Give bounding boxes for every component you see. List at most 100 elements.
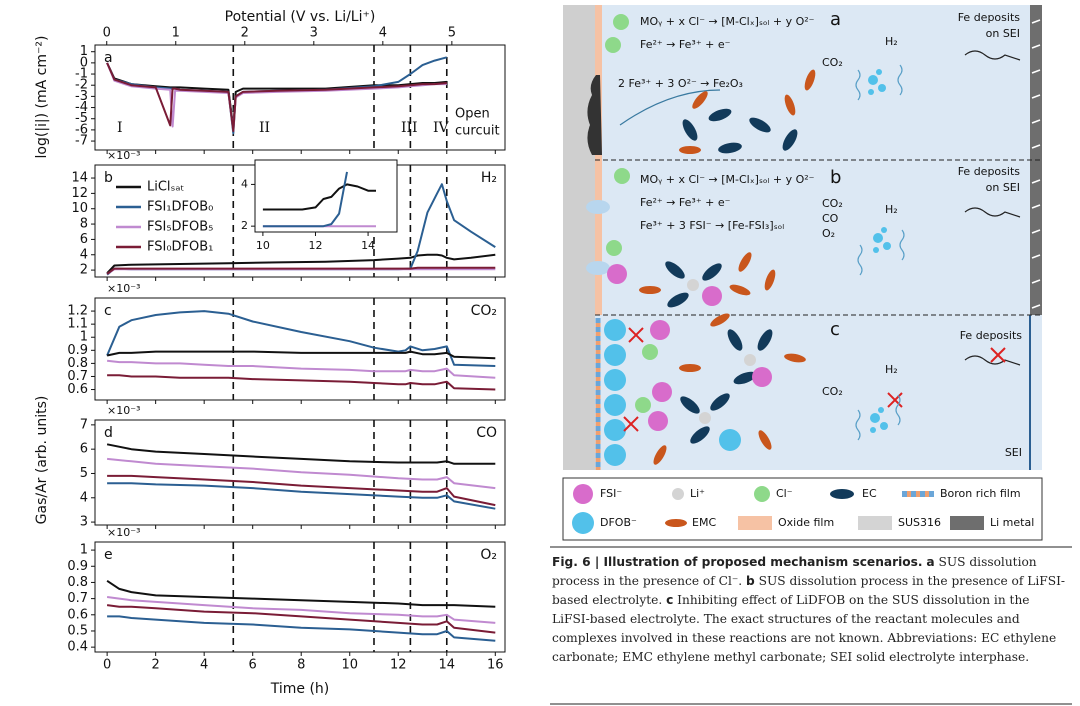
caption: Fig. 6 | Illustration of proposed mechan…: [552, 553, 1070, 667]
caption-text: SUS dissolution process in the presence …: [552, 574, 1066, 607]
caption-part-label: a: [926, 555, 935, 569]
panel-label: a: [104, 50, 113, 66]
y-tick-label: 2: [80, 263, 88, 278]
diagram-legend: FSI⁻ Li⁺ Cl⁻ EC Boron rich film DFOB⁻ EM…: [562, 477, 1043, 541]
caption-text: The exact structures of the reactant mol…: [552, 612, 1057, 664]
arrow: [964, 50, 1021, 61]
series-line: [106, 596, 496, 624]
legend-label: Oxide film: [778, 516, 834, 529]
caption-part-label: c: [666, 593, 674, 607]
frame: [254, 159, 398, 233]
equation: Fe²⁺ → Fe³⁺ + e⁻: [640, 196, 731, 209]
series-line: [107, 374, 496, 391]
mechanism-diagram: a MOᵧ + x Cl⁻ → [M-Clₓ]ₛₒₗ + y O²⁻ Fe²⁺ …: [563, 5, 1042, 470]
series-line: [262, 183, 376, 211]
x2-tick-label: 3: [310, 26, 318, 41]
y-tick-label: 1.1: [67, 317, 88, 332]
series-line: [106, 310, 496, 367]
panel-label: a: [830, 9, 841, 30]
y-tick-label: 0: [80, 55, 88, 70]
caption-text: SUS dissolution process in the presence …: [552, 555, 1037, 588]
sus316: [563, 5, 595, 470]
legend-label: EC: [862, 487, 877, 500]
y-tick-label: 3: [80, 515, 88, 530]
note: on SEI: [986, 27, 1020, 40]
equation: Fe³⁺ + 3 FSI⁻ → [Fe-FSI₃]ₛₒₗ: [640, 219, 784, 232]
x-tick-label: 10: [256, 239, 270, 252]
legend-label: EMC: [692, 516, 716, 529]
equation: MOᵧ + x Cl⁻ → [M-Clₓ]ₛₒₗ + y O²⁻: [640, 173, 815, 186]
y-axis-label: log(|i|) (mA cm⁻²): [34, 36, 50, 159]
gas-label: O₂: [480, 547, 497, 563]
equation: MOᵧ + x Cl⁻ → [M-Clₓ]ₛₒₗ + y O²⁻: [640, 15, 815, 28]
y-tick-label: 8: [80, 217, 88, 232]
series-line: [106, 62, 447, 132]
series-line: [106, 350, 496, 360]
x-tick-label: 0: [103, 658, 111, 673]
gas-label: H₂: [481, 170, 497, 186]
x-tick-label: 4: [200, 658, 208, 673]
series-line: [107, 482, 496, 510]
x2-tick-label: 2: [241, 26, 249, 41]
y-axis-label: Gas/Ar (arb. units): [34, 396, 50, 525]
region-label: II: [259, 120, 270, 136]
multiplier: ×10⁻³: [107, 149, 140, 162]
legend-label: FSI₀DFOB₁: [147, 240, 213, 255]
panel: 2 4 10 12 14: [241, 159, 398, 252]
panel: 0.60.70.80.911.11.2 c CO₂ ×10⁻³ Gas/Ar (arb.…: [34, 282, 506, 525]
x-tick-label: 6: [249, 658, 257, 673]
region-label: III: [401, 120, 418, 136]
y-tick-label: 2: [241, 219, 248, 232]
dissolution: [586, 200, 610, 214]
x2-axis-label: Potential (V vs. Li/Li⁺): [225, 9, 376, 25]
y-tick-label: 0.9: [67, 559, 88, 574]
y-tick-label: 7: [80, 417, 88, 432]
multiplier: ×10⁻³: [107, 282, 140, 295]
y-tick-label: 0.6: [67, 382, 88, 397]
series-line: [106, 579, 496, 608]
x-tick-label: 14: [439, 658, 456, 673]
y-tick-label: -1: [75, 67, 88, 82]
panel: 3 4 5 6 7 d CO ×10⁻³: [80, 404, 506, 530]
arrow: [964, 355, 1021, 366]
y-tick-label: 0.4: [67, 640, 88, 655]
plot-area: [95, 45, 505, 150]
gas-label: CO₂: [822, 197, 843, 210]
y-tick-label: 0.7: [67, 591, 88, 606]
y-tick-label: -5: [75, 111, 88, 126]
panel: 0.40.50.60.70.80.910 2 4 6 8 10 12 14 16e O₂×10⁻³…: [67, 526, 506, 697]
y-tick-label: 10: [71, 201, 88, 216]
panel-label: d: [104, 425, 113, 441]
gas-label: O₂: [822, 227, 835, 240]
electrolyte-bg: [563, 5, 1042, 470]
y-tick-label: 6: [80, 232, 88, 247]
y-tick-label: 4: [80, 247, 88, 262]
gas-label: H₂: [885, 35, 898, 48]
series-line: [106, 266, 496, 275]
deposits: [1031, 19, 1041, 309]
y-tick-label: -4: [75, 100, 88, 115]
interface-label: SEI: [1005, 446, 1022, 459]
y-tick-label: 1: [80, 543, 88, 558]
frame: [94, 297, 506, 401]
series-line: [107, 615, 496, 642]
y-tick-label: 0.6: [67, 607, 88, 622]
x2-tick-label: 5: [448, 26, 456, 41]
fe2o3-deposit: [587, 75, 602, 155]
legend-label: Cl⁻: [776, 487, 793, 500]
dissolution: [586, 261, 610, 275]
y-tick-label: 14: [71, 171, 88, 186]
series-line: [106, 359, 496, 379]
plot-area: [95, 542, 505, 652]
multiplier: ×10⁻³: [107, 404, 140, 417]
series-line: [262, 171, 348, 228]
legend-label: Li⁺: [690, 487, 705, 500]
y-tick-label: 0.8: [67, 356, 88, 371]
x-tick-label: 10: [341, 658, 358, 673]
region-label: Open: [455, 107, 490, 122]
x2-tick-label: 4: [379, 26, 387, 41]
arrow: [619, 89, 721, 126]
y-tick-label: 5: [80, 466, 88, 481]
